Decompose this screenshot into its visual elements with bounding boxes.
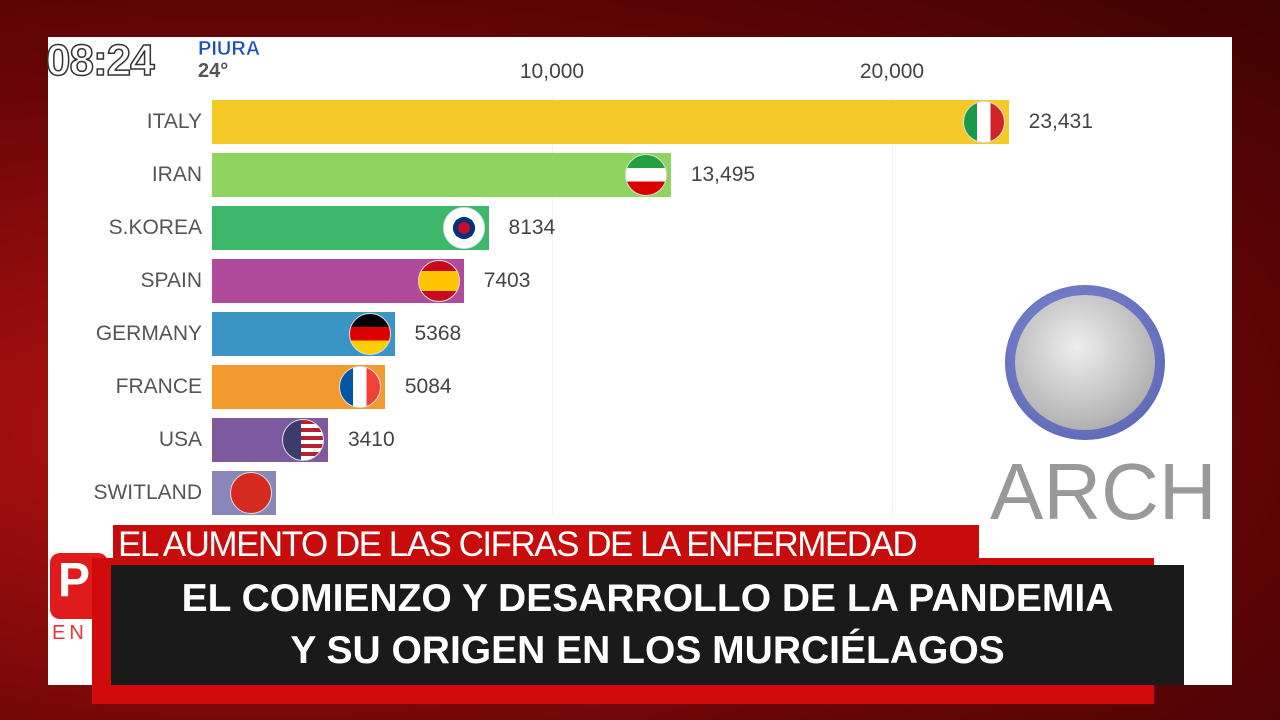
italy-flag-icon	[962, 101, 1005, 143]
value-label: 3410	[347, 428, 395, 451]
channel-logo-text: EN	[52, 622, 88, 644]
value-label: 23,431	[1028, 110, 1093, 133]
value-label: 5084	[404, 375, 452, 398]
headline-line-2: Y SU ORIGEN EN LOS MURCIÉLAGOS	[290, 629, 1005, 672]
switzerland-flag-icon	[229, 472, 272, 514]
category-label: S.KOREA	[108, 216, 202, 239]
value-label: 13,495	[690, 163, 756, 186]
gridline	[892, 95, 893, 515]
bar-italy	[212, 100, 1009, 144]
clock: 08:24	[45, 35, 155, 86]
weather-temperature: 24°	[198, 60, 229, 82]
usa-flag-icon	[281, 419, 324, 461]
bar-s-korea	[212, 206, 489, 250]
value-label: 5368	[414, 322, 462, 345]
iran-flag-icon	[624, 154, 667, 196]
spain-flag-icon	[417, 260, 460, 302]
france-flag-icon	[338, 366, 381, 408]
weather-city: PIURA	[198, 38, 261, 61]
category-label: GERMANY	[95, 322, 202, 345]
category-label: SWITLAND	[93, 481, 202, 504]
bar-iran	[212, 153, 671, 197]
south-korea-flag-icon	[442, 207, 485, 249]
x-tick-label: 10,000	[519, 60, 585, 83]
category-label: SPAIN	[140, 269, 202, 292]
x-tick-label: 20,000	[859, 60, 925, 83]
watermark-text: ARCH	[990, 447, 1217, 536]
category-label: USA	[158, 428, 202, 451]
gridline	[552, 95, 553, 515]
headline-line-1: EL COMIENZO Y DESARROLLO DE LA PANDEMIA	[181, 577, 1114, 620]
coronavirus-illustration	[1005, 285, 1165, 440]
value-label: 8134	[508, 216, 556, 239]
kicker-strap: EL AUMENTO DE LAS CIFRAS DE LA ENFERMEDA…	[113, 525, 979, 565]
category-label: ITALY	[146, 110, 202, 133]
headline-strap: EL COMIENZO Y DESARROLLO DE LA PANDEMIA …	[111, 565, 1184, 685]
category-label: FRANCE	[115, 375, 202, 398]
germany-flag-icon	[348, 313, 391, 355]
value-label: 7403	[483, 269, 531, 292]
category-label: IRAN	[151, 163, 202, 186]
